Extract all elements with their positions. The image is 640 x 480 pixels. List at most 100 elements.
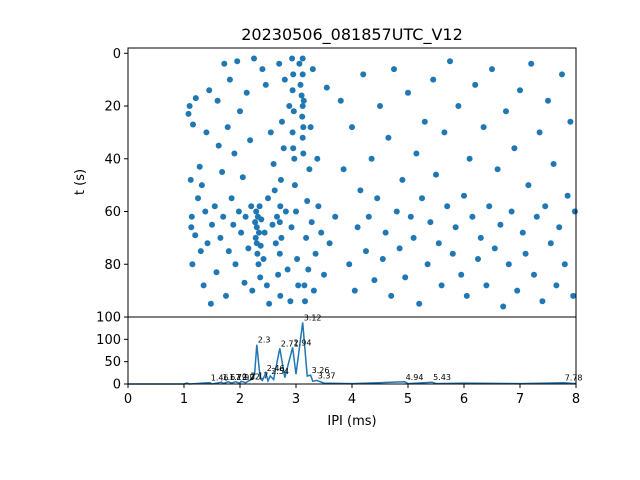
raster-point bbox=[256, 229, 262, 236]
histogram-x-tick-label: 4 bbox=[348, 392, 356, 407]
raster-point bbox=[186, 103, 193, 109]
raster-point bbox=[545, 97, 551, 104]
raster-point bbox=[230, 221, 237, 228]
raster-point bbox=[309, 66, 316, 73]
raster-point bbox=[382, 229, 389, 236]
raster-point bbox=[306, 166, 313, 173]
raster-point bbox=[301, 282, 308, 289]
raster-point bbox=[300, 124, 307, 131]
peak-label: 2.46 bbox=[267, 364, 285, 373]
raster-point bbox=[252, 219, 259, 226]
peak-label: 2.02 bbox=[242, 372, 260, 381]
raster-point bbox=[407, 213, 414, 220]
raster-y-tick-label: 20 bbox=[104, 100, 121, 115]
raster-point bbox=[438, 282, 445, 289]
raster-point bbox=[321, 271, 327, 278]
raster-point bbox=[427, 219, 434, 226]
raster-point bbox=[295, 282, 302, 289]
raster-point bbox=[293, 208, 299, 215]
raster-point bbox=[206, 87, 213, 94]
raster-point bbox=[224, 124, 231, 131]
peak-label: 2.17 bbox=[251, 371, 269, 380]
raster-point bbox=[195, 195, 201, 202]
raster-point bbox=[235, 208, 242, 215]
histogram-y-ticks: 0 50 100 bbox=[96, 333, 128, 393]
raster-point bbox=[571, 208, 578, 215]
raster-y-ticks: 0 20 40 60 80 100 bbox=[96, 47, 128, 326]
raster-point bbox=[385, 134, 392, 141]
chart-title: 20230506_081857UTC_V12 bbox=[241, 25, 463, 45]
raster-point bbox=[286, 103, 293, 109]
raster-point bbox=[483, 282, 490, 289]
raster-point bbox=[245, 245, 252, 252]
raster-point bbox=[300, 97, 307, 104]
raster-point bbox=[536, 129, 543, 136]
raster-point bbox=[196, 163, 203, 170]
raster-point bbox=[300, 150, 307, 157]
histogram-x-axis-label: IPI (ms) bbox=[327, 414, 376, 429]
raster-point bbox=[486, 203, 493, 210]
raster-point bbox=[553, 282, 560, 289]
raster-point bbox=[251, 55, 257, 62]
raster-point bbox=[209, 221, 215, 228]
raster-point bbox=[346, 261, 353, 268]
raster-point bbox=[388, 292, 395, 299]
raster-point bbox=[185, 110, 192, 117]
histogram-y-tick-label: 50 bbox=[104, 355, 121, 370]
raster-point bbox=[298, 92, 305, 99]
raster-point bbox=[284, 266, 291, 273]
raster-point bbox=[299, 55, 306, 62]
raster-point bbox=[220, 213, 227, 220]
raster-point bbox=[489, 66, 495, 73]
peak-labels: 2.3 2.712.94 3.12 2.462.54 3.263.37 1.461.671… bbox=[211, 313, 583, 382]
raster-point bbox=[237, 108, 243, 115]
raster-point bbox=[514, 287, 521, 294]
raster-point bbox=[187, 176, 194, 183]
raster-point bbox=[257, 274, 264, 281]
raster-point bbox=[223, 292, 229, 299]
raster-point bbox=[444, 203, 451, 210]
raster-point bbox=[263, 282, 270, 289]
histogram-x-tick-label: 0 bbox=[124, 392, 132, 407]
raster-panel: 0 20 40 60 80 100 t (s) bbox=[73, 47, 578, 326]
raster-point bbox=[326, 240, 333, 247]
histogram-x-tick-label: 1 bbox=[180, 392, 188, 407]
raster-point bbox=[214, 97, 221, 104]
raster-y-tick-label: 40 bbox=[104, 152, 121, 167]
raster-point bbox=[257, 242, 264, 249]
raster-point bbox=[232, 261, 239, 268]
raster-point bbox=[207, 300, 214, 307]
peak-label: 4.94 bbox=[406, 373, 424, 382]
raster-point bbox=[402, 274, 409, 281]
raster-point bbox=[424, 261, 431, 268]
raster-point bbox=[231, 150, 238, 157]
raster-point bbox=[497, 221, 504, 228]
raster-point bbox=[531, 271, 537, 278]
raster-point bbox=[297, 81, 304, 88]
peak-label: 3.37 bbox=[318, 371, 336, 380]
raster-point bbox=[323, 84, 330, 91]
raster-point bbox=[239, 174, 246, 181]
raster-point bbox=[252, 234, 259, 241]
raster-point bbox=[360, 71, 367, 78]
raster-point bbox=[225, 248, 232, 255]
raster-y-tick-label: 0 bbox=[113, 47, 121, 62]
raster-point bbox=[267, 129, 274, 136]
raster-point bbox=[228, 195, 235, 202]
raster-point bbox=[276, 219, 283, 226]
raster-point bbox=[302, 298, 308, 305]
raster-point bbox=[282, 208, 289, 215]
raster-point bbox=[304, 198, 311, 204]
raster-point bbox=[391, 66, 397, 73]
raster-point bbox=[249, 287, 256, 294]
raster-point bbox=[217, 234, 224, 241]
raster-point bbox=[570, 292, 577, 299]
raster-point bbox=[315, 203, 322, 210]
raster-point bbox=[349, 124, 355, 131]
raster-point bbox=[365, 213, 372, 220]
raster-point bbox=[275, 271, 282, 278]
raster-point bbox=[475, 256, 481, 262]
raster-point bbox=[200, 282, 207, 289]
raster-point bbox=[190, 121, 196, 128]
raster-point bbox=[505, 261, 512, 268]
